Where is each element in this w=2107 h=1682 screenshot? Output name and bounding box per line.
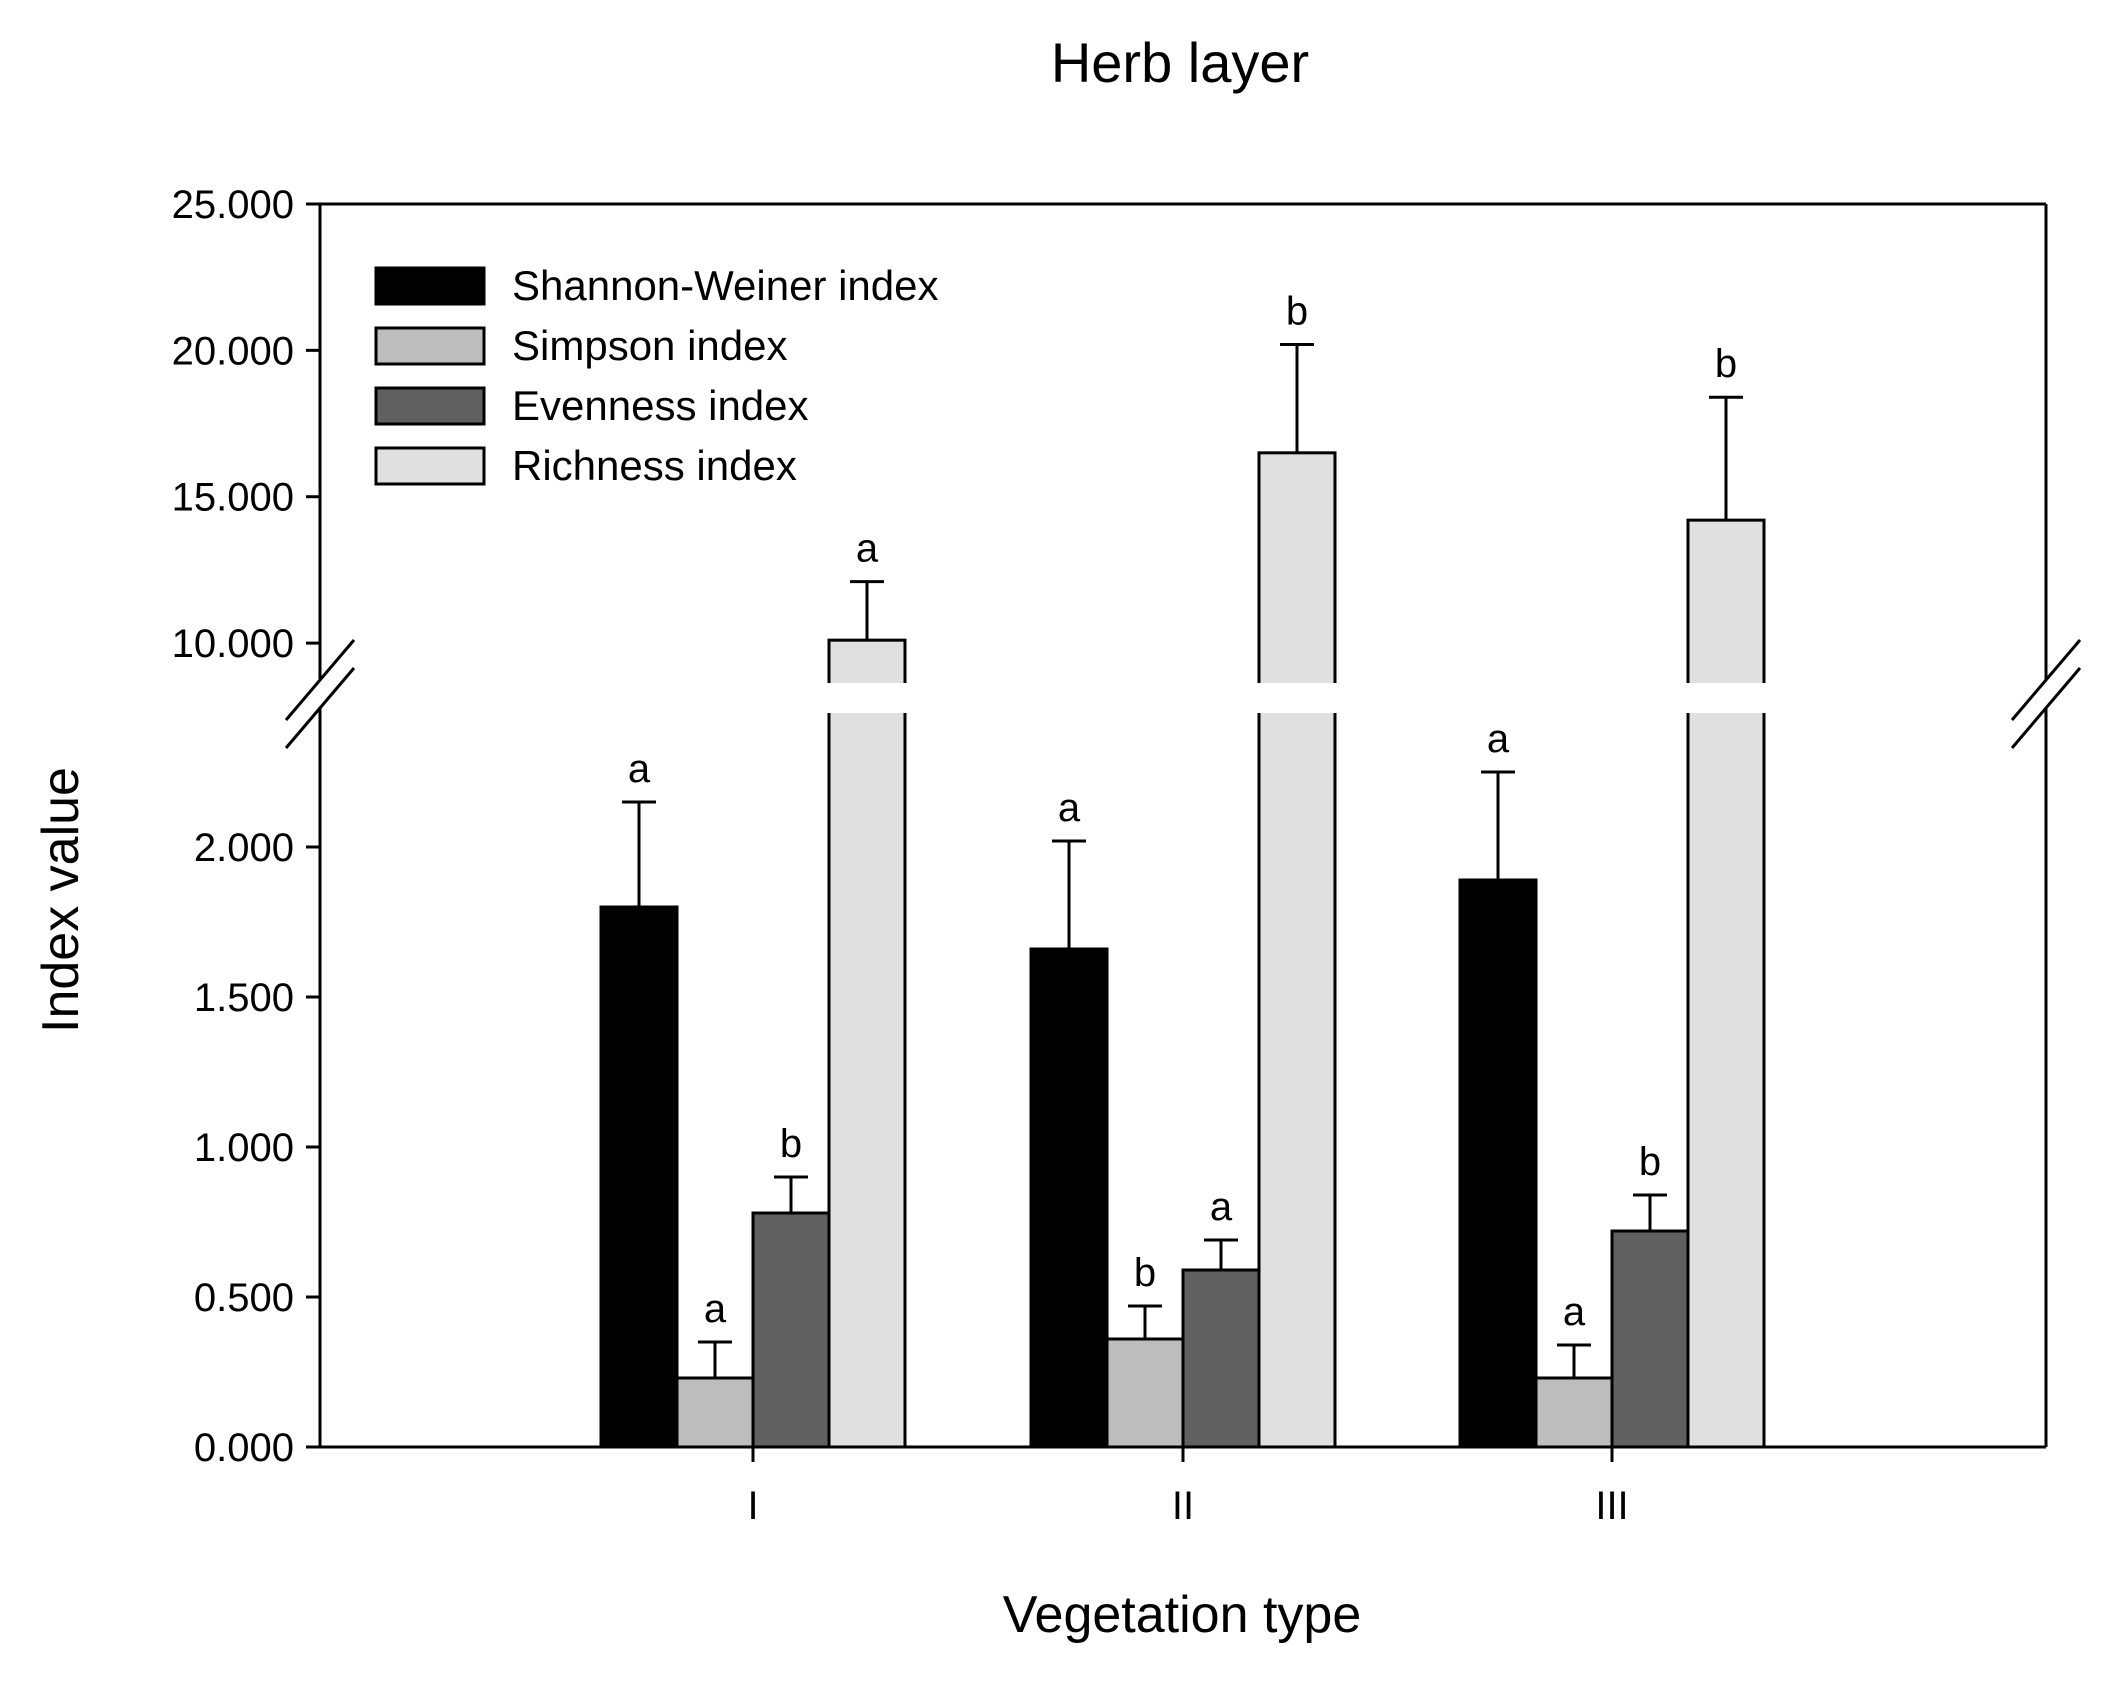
axis-break-mark <box>284 667 356 749</box>
significance-letter: b <box>1134 1251 1156 1295</box>
legend-label: Simpson index <box>512 322 787 369</box>
x-tick-label: I <box>747 1484 758 1528</box>
bar <box>827 638 907 1449</box>
bar <box>1458 878 1538 1449</box>
significance-letter: a <box>1487 717 1510 761</box>
significance-letter: a <box>1058 786 1081 830</box>
legend-label: Evenness index <box>512 382 809 429</box>
y-tick-label: 0.000 <box>194 1426 294 1470</box>
bar <box>675 1376 755 1449</box>
legend-label: Richness index <box>512 442 797 489</box>
bar <box>1029 947 1109 1449</box>
significance-letter: a <box>856 527 879 571</box>
legend-swatch <box>374 266 486 306</box>
significance-letter: a <box>1563 1290 1586 1334</box>
y-tick-label: 0.500 <box>194 1276 294 1320</box>
significance-letter: b <box>1639 1140 1661 1184</box>
y-tick-label: 20.000 <box>172 329 294 373</box>
y-tick-label: 25.000 <box>172 183 294 227</box>
axis-break-mark <box>284 639 356 721</box>
bar <box>1181 1268 1261 1449</box>
axis-break-mark <box>2010 639 2082 721</box>
bar <box>1257 451 1337 1449</box>
y-axis-label: Index value <box>32 767 90 1033</box>
x-tick-label: II <box>1172 1484 1194 1528</box>
bar-break-gap <box>1685 683 1767 713</box>
significance-letter: b <box>1715 342 1737 386</box>
legend-label: Shannon-Weiner index <box>512 262 939 309</box>
bar <box>751 1211 831 1449</box>
x-axis-label: Vegetation type <box>1003 1586 1362 1644</box>
y-tick-label: 1.500 <box>194 976 294 1020</box>
significance-letter: b <box>780 1122 802 1166</box>
legend: Shannon-Weiner index Simpson index Evennes… <box>374 262 939 489</box>
y-tick-label: 10.000 <box>172 622 294 666</box>
bar <box>1534 1376 1614 1449</box>
significance-letter: a <box>704 1287 727 1331</box>
bar-break-gap <box>826 683 908 713</box>
legend-swatch <box>374 326 486 366</box>
bar-break-gap <box>1256 683 1338 713</box>
bar <box>599 905 679 1449</box>
plot-area: 0.000 0.500 1.000 1.500 2.000 10.000 15.000 20.… <box>172 183 2082 1528</box>
y-tick-label: 2.000 <box>194 826 294 870</box>
bar <box>1610 1229 1690 1449</box>
legend-swatch <box>374 446 486 486</box>
y-tick-label: 15.000 <box>172 476 294 520</box>
significance-letter: a <box>1210 1185 1233 1229</box>
significance-letter: b <box>1286 290 1308 334</box>
bar <box>1105 1337 1185 1449</box>
axis-break-mark <box>2010 667 2082 749</box>
significance-letter: a <box>628 747 651 791</box>
y-tick-label: 1.000 <box>194 1126 294 1170</box>
x-tick-label: III <box>1595 1484 1628 1528</box>
chart-title: Herb layer <box>1051 31 1309 94</box>
bar <box>1686 518 1766 1449</box>
legend-swatch <box>374 386 486 426</box>
